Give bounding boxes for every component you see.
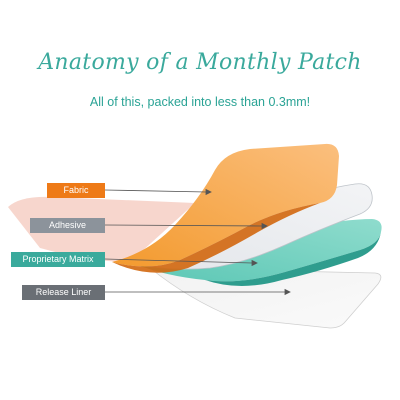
label-fabric: Fabric	[47, 183, 105, 198]
release-liner-layer	[148, 267, 382, 329]
fabric-leader-line	[104, 189, 207, 193]
page-subtitle: All of this, packed into less than 0.3mm…	[89, 95, 311, 109]
page-title: Anatomy of a Monthly Patch	[38, 50, 362, 75]
fabric-layer	[112, 143, 339, 267]
label-proprietary-matrix: Proprietary Matrix	[11, 252, 105, 267]
label-adhesive: Adhesive	[30, 218, 105, 233]
matrix-leader-line	[104, 258, 253, 264]
adhesive-leader-line	[104, 224, 263, 227]
label-release-liner: Release Liner	[22, 285, 105, 300]
